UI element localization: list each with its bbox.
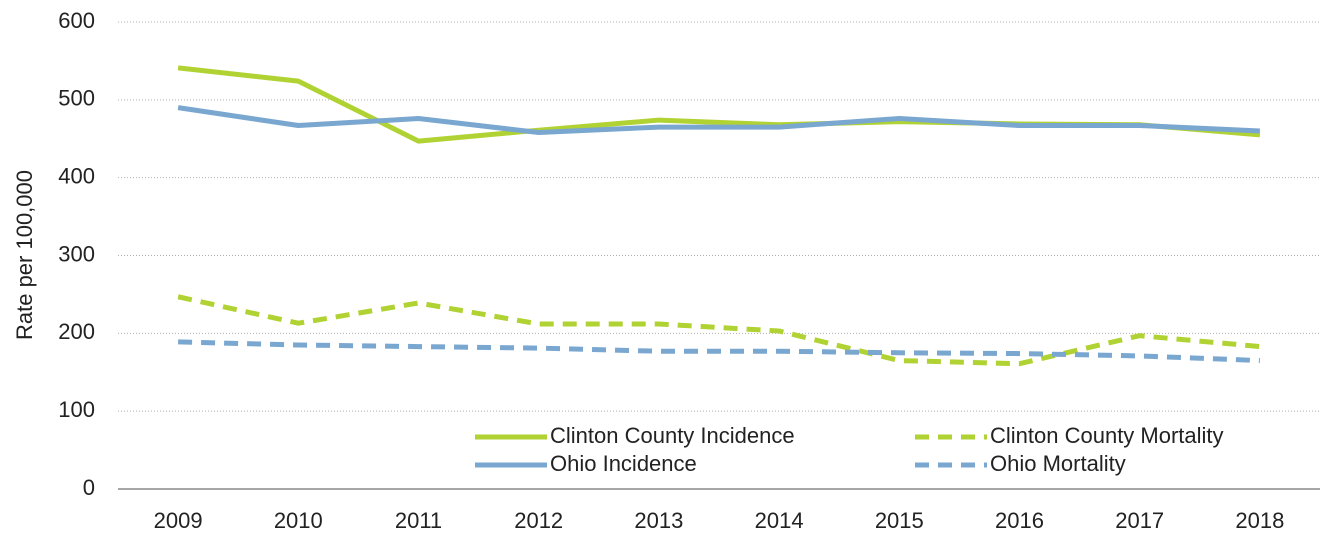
legend-label: Clinton County Incidence	[550, 423, 795, 448]
x-tick-label: 2017	[1115, 508, 1164, 533]
y-tick-label: 300	[58, 241, 95, 266]
y-tick-label: 400	[58, 163, 95, 188]
series-line	[177, 105, 1261, 136]
series-line	[177, 294, 1261, 367]
y-tick-label: 0	[83, 475, 95, 500]
x-tick-label: 2013	[634, 508, 683, 533]
x-tick-label: 2011	[395, 508, 442, 533]
y-tick-label: 100	[58, 397, 95, 422]
x-tick-label: 2015	[875, 508, 924, 533]
x-tick-label: 2018	[1235, 508, 1284, 533]
x-tick-label: 2012	[514, 508, 563, 533]
x-tick-label: 2010	[274, 508, 323, 533]
legend-label: Ohio Incidence	[550, 451, 697, 476]
legend-label: Clinton County Mortality	[990, 423, 1224, 448]
y-axis-label: Rate per 100,000	[12, 170, 37, 340]
series-line	[177, 65, 1261, 144]
x-tick-label: 2016	[995, 508, 1044, 533]
x-tick-label: 2014	[755, 508, 804, 533]
x-tick-label: 2009	[154, 508, 203, 533]
series-line	[178, 339, 1260, 364]
y-tick-label: 200	[58, 319, 95, 344]
legend-label: Ohio Mortality	[990, 451, 1126, 476]
y-tick-label: 500	[58, 86, 95, 111]
y-tick-label: 600	[58, 8, 95, 33]
